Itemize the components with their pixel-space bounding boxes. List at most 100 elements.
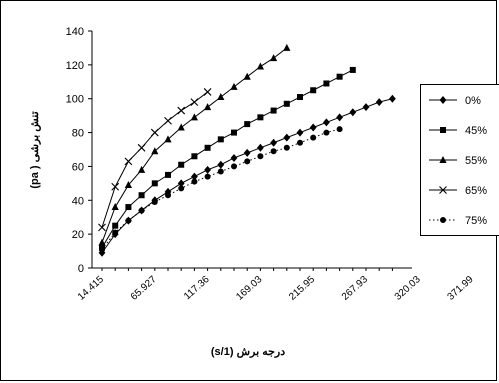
x-marker-stroke: [164, 116, 172, 125]
data-point: [177, 123, 185, 131]
x-marker-stroke: [137, 143, 146, 152]
data-point: [98, 238, 106, 246]
data-point: [204, 103, 212, 111]
data-point: [257, 114, 264, 121]
legend-entry: 0%: [429, 95, 481, 107]
y-tick-label: 140: [66, 26, 84, 38]
legend-entry: 75%: [429, 215, 487, 227]
data-point: [323, 129, 330, 136]
data-point: [217, 168, 224, 175]
data-point: [150, 128, 159, 137]
x-tick-label: 65.927: [129, 274, 159, 303]
y-ticks: 0 20 40 60 80 100 120 140: [66, 26, 92, 275]
data-point: [164, 116, 172, 125]
y-tick-label: 80: [72, 128, 84, 140]
data-point: [310, 87, 317, 94]
data-point: [336, 126, 343, 133]
data-point: [257, 143, 264, 152]
x-tick-label: 169.03: [234, 274, 264, 303]
data-point: [203, 88, 212, 96]
data-point: [138, 165, 146, 173]
series-45pct: [99, 66, 356, 251]
data-point: [310, 134, 317, 141]
data-point: [309, 123, 317, 132]
data-point: [217, 136, 224, 143]
legend-entry: 45%: [429, 125, 487, 137]
series-line: [101, 128, 340, 250]
data-point: [138, 192, 145, 199]
legend-svg: 0% 45% 55% 65% 75%: [429, 95, 487, 227]
legend-entry: 65%: [429, 185, 487, 197]
x-marker-stroke: [124, 157, 133, 166]
y-tick-label: 100: [66, 94, 84, 106]
data-point: [349, 66, 356, 73]
legend-marker: [439, 96, 447, 104]
y-tick-label: 20: [72, 229, 84, 241]
series-55pct: [98, 43, 291, 246]
y-tick-label: 120: [66, 60, 84, 72]
legend-marker: [440, 127, 446, 133]
data-point: [125, 204, 132, 211]
x-marker-stroke: [150, 128, 159, 137]
data-point: [231, 163, 237, 170]
data-point: [243, 72, 251, 80]
y-tick-label: 60: [72, 161, 84, 173]
data-point: [283, 43, 291, 51]
data-point: [204, 165, 211, 174]
data-point: [349, 108, 357, 117]
data-point: [297, 139, 303, 146]
x-ticks: 14.415 65.927 117.36 169.03 215.95 267.93 320.…: [76, 268, 499, 303]
data-point: [151, 198, 158, 205]
data-point: [165, 171, 171, 178]
x-tick-label: 14.415: [76, 274, 106, 303]
legend-marker: [439, 156, 447, 163]
data-point: [296, 128, 304, 137]
data-point: [124, 181, 132, 189]
data-point: [217, 93, 225, 101]
data-point: [111, 203, 119, 211]
data-point: [177, 179, 185, 188]
data-point: [191, 153, 198, 160]
x-tick-label: 267.93: [340, 274, 370, 303]
series-65pct: [98, 88, 212, 232]
data-point: [151, 147, 159, 155]
x-marker-stroke: [111, 182, 120, 191]
x-marker-stroke: [439, 186, 447, 194]
data-point: [177, 106, 186, 115]
x-marker-stroke: [98, 223, 106, 232]
y-tick-label: 0: [78, 263, 84, 275]
data-point: [256, 62, 264, 70]
legend-label: 65%: [465, 185, 487, 197]
x-marker-stroke: [190, 98, 199, 106]
data-point: [217, 160, 225, 169]
data-point: [336, 113, 343, 122]
legend-marker: [439, 186, 447, 194]
data-point: [270, 107, 277, 114]
data-point: [191, 178, 198, 185]
data-point: [138, 207, 145, 214]
data-point: [362, 103, 370, 112]
data-point: [125, 217, 132, 224]
data-point: [323, 80, 330, 87]
legend-label: 75%: [465, 215, 487, 227]
x-tick-label: 215.95: [287, 274, 317, 303]
x-marker-stroke: [177, 106, 186, 115]
y-axis-label: (pa ) تنش برشی: [29, 111, 41, 188]
legend-label: 45%: [465, 125, 487, 137]
series-0pct: [98, 94, 396, 257]
data-point: [124, 157, 133, 166]
data-point: [190, 98, 199, 106]
data-point: [204, 144, 211, 151]
data-point: [297, 94, 303, 101]
data-point: [375, 98, 383, 107]
data-point: [178, 161, 185, 168]
legend: 0% 45% 55% 65% 75%: [420, 84, 499, 236]
data-point: [191, 172, 198, 181]
data-point: [112, 222, 119, 229]
data-point: [137, 143, 146, 152]
series-group: [98, 43, 396, 257]
data-point: [178, 185, 185, 192]
data-point: [111, 182, 120, 191]
data-point: [112, 229, 119, 236]
